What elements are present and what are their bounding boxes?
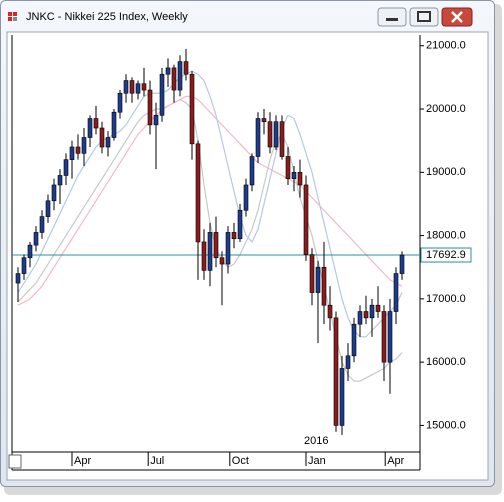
candle-body	[369, 304, 375, 319]
candle-body	[237, 209, 243, 240]
x-tick-label: Oct	[232, 455, 249, 467]
candle-body	[309, 254, 315, 293]
candle-body	[327, 304, 333, 319]
candle-body	[195, 143, 201, 243]
candle-body	[201, 241, 207, 271]
candle-body	[339, 368, 345, 426]
candle-body	[297, 172, 303, 186]
candle-body	[117, 92, 123, 113]
minimize-button[interactable]	[377, 7, 407, 27]
candle-body	[15, 273, 21, 284]
candle-body	[249, 156, 255, 186]
last-price-label: 17692.9	[426, 249, 466, 261]
candle-body	[123, 80, 129, 94]
candle-body	[225, 232, 231, 265]
chart-area	[6, 31, 489, 481]
candle-body	[147, 89, 153, 126]
candle-body	[57, 175, 63, 186]
x-tick-label: Jan	[308, 455, 326, 467]
window-title: JNKC - Nikkei 225 Index, Weekly	[26, 11, 188, 23]
candle-body	[345, 355, 351, 369]
year-label: 2016	[304, 435, 328, 447]
corner-box[interactable]	[8, 454, 22, 469]
candle-body	[255, 118, 261, 157]
candle-body	[261, 118, 267, 122]
y-tick-label: 21000.0	[426, 40, 466, 52]
y-tick-label: 17000.0	[426, 293, 466, 305]
maximize-button[interactable]	[409, 7, 439, 27]
x-tick-label: Apr	[74, 455, 91, 467]
candle-body	[159, 73, 165, 116]
x-tick-label: Jul	[150, 455, 164, 467]
candle-body	[51, 184, 57, 202]
candle-body	[387, 311, 393, 363]
candle-body	[219, 257, 225, 265]
candle-body	[81, 137, 87, 154]
candle-body	[39, 216, 45, 233]
y-tick-label: 20000.0	[426, 103, 466, 115]
candle-body	[33, 232, 39, 246]
candle-body	[321, 266, 327, 306]
candle-body	[135, 83, 141, 94]
candle-body	[69, 146, 75, 160]
y-tick-label: 18000.0	[426, 229, 466, 241]
candle-body	[99, 127, 105, 148]
last-price-box	[420, 247, 472, 263]
candle-body	[177, 61, 183, 91]
moving-average	[17, 70, 403, 338]
y-tick-label: 15000.0	[426, 419, 466, 431]
y-tick-label: 19000.0	[426, 166, 466, 178]
candle-body	[21, 257, 27, 274]
candle-body	[93, 118, 99, 129]
candle-body	[183, 61, 189, 75]
candle-body	[273, 121, 279, 148]
candle-body	[243, 184, 249, 211]
candle-body	[27, 244, 33, 259]
close-button[interactable]	[441, 7, 473, 27]
candle-body	[285, 156, 291, 179]
candle-body	[165, 67, 171, 75]
candle-body	[87, 118, 93, 138]
candle-body	[279, 121, 285, 157]
y-tick-label: 16000.0	[426, 356, 466, 368]
candle-body	[381, 311, 387, 363]
candle-body	[171, 67, 177, 91]
candle-body	[207, 232, 213, 271]
candle-body	[105, 137, 111, 148]
candle-body	[291, 172, 297, 179]
candle-body	[153, 115, 159, 126]
candle-body	[375, 304, 381, 312]
candle-body	[303, 184, 309, 255]
candle-body	[45, 200, 51, 217]
moving-average	[17, 95, 403, 306]
candle-body	[231, 232, 237, 240]
app-icon	[8, 12, 17, 21]
candle-body	[351, 323, 357, 357]
candle-body	[141, 83, 147, 91]
candle-body	[75, 146, 81, 154]
candle-body	[213, 232, 219, 259]
candle-body	[315, 266, 321, 293]
candle-body	[399, 254, 405, 274]
candle-body	[189, 73, 195, 145]
candle-body	[63, 159, 69, 176]
candle-body	[111, 111, 117, 138]
candle-body	[393, 273, 399, 312]
candle-body	[363, 311, 369, 319]
x-tick-label: Apr	[387, 455, 404, 467]
candle-body	[357, 311, 363, 325]
candle-body	[267, 121, 273, 148]
candle-body	[333, 317, 339, 426]
candle-body	[129, 80, 135, 94]
plot: 15000.0 16000.0 17000.0 18000.0 19000.0 20000…	[12, 40, 472, 467]
